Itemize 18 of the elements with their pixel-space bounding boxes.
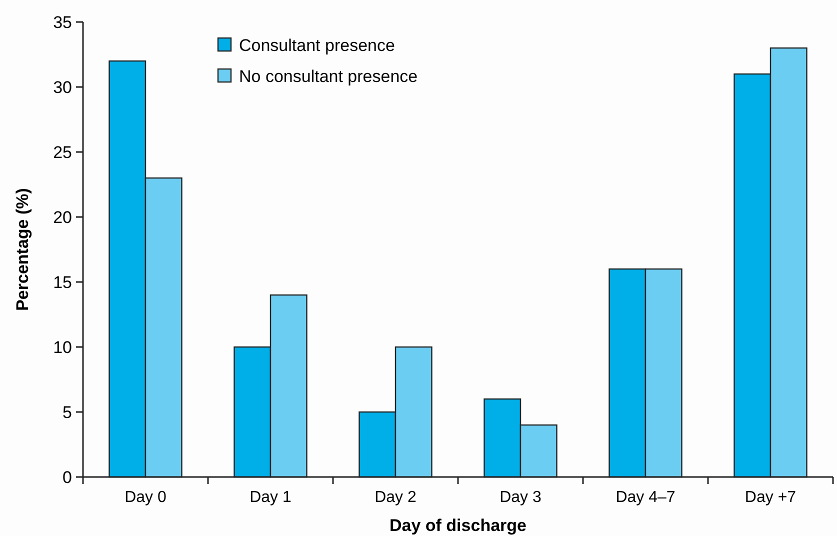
- x-tick-label: Day +7: [744, 489, 796, 506]
- y-tick-label: 10: [53, 338, 72, 357]
- legend-label: No consultant presence: [239, 66, 418, 86]
- x-tick-label: Day 2: [374, 489, 416, 506]
- x-axis-title: Day of discharge: [390, 516, 526, 535]
- y-tick-label: 15: [53, 272, 72, 292]
- x-tick-label: Day 0: [124, 489, 166, 506]
- y-tick-label: 30: [53, 78, 72, 97]
- x-tick-label: Day 3: [500, 489, 542, 506]
- y-tick-label: 0: [62, 468, 72, 487]
- legend-label: Consultant presence: [239, 36, 395, 55]
- x-tick-label: Day 4–7: [616, 489, 676, 506]
- y-axis-title: Percentage (%): [13, 188, 32, 311]
- y-tick-label: 35: [53, 12, 72, 32]
- y-tick-label: 20: [53, 208, 72, 227]
- y-tick-label: 25: [53, 142, 72, 162]
- y-tick-label: 5: [62, 402, 72, 422]
- x-tick-label: Day 1: [250, 489, 292, 506]
